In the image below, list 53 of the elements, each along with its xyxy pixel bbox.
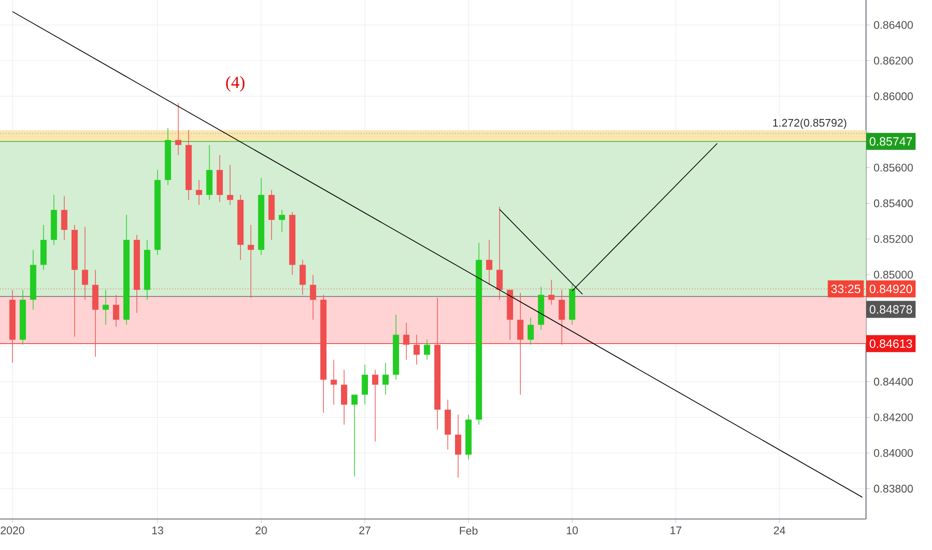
candlestick <box>310 274 316 320</box>
candlestick <box>528 317 534 346</box>
candlestick <box>486 240 492 286</box>
candlestick <box>372 369 378 442</box>
x-tick-label: 20 <box>256 526 267 534</box>
candlestick <box>558 289 565 346</box>
candlestick <box>382 362 389 396</box>
y-tick-label: 0.86000 <box>874 92 913 100</box>
ref-line-label: 0.84878 <box>870 305 912 314</box>
x-tick-label: 24 <box>774 526 786 534</box>
x-tick-label: 17 <box>670 526 682 534</box>
candlestick <box>61 196 68 240</box>
candlestick <box>102 289 109 326</box>
candlestick <box>351 394 358 477</box>
candlestick <box>548 279 555 306</box>
candlestick <box>341 369 348 425</box>
candlestick <box>175 102 182 156</box>
annotation: (4) <box>226 76 244 92</box>
x-tick-label: 10 <box>566 526 578 534</box>
x-tick-label: 13 <box>152 526 164 534</box>
candlestick <box>196 180 202 206</box>
y-tick-label: 0.85200 <box>874 235 913 243</box>
candlestick <box>414 334 420 366</box>
y-tick-label: 0.83800 <box>874 484 913 493</box>
y-tick-label: 0.85400 <box>874 199 913 208</box>
y-tick-label: 0.85600 <box>874 164 913 172</box>
candlestick <box>517 292 524 396</box>
candlestick <box>278 210 286 232</box>
y-tick-label: 0.86200 <box>874 56 913 65</box>
y-tick-label: 0.84200 <box>874 413 913 422</box>
y-tick-label: 0.85000 <box>874 270 913 279</box>
candlestick <box>403 322 410 360</box>
candlestick <box>300 260 306 296</box>
x-tick-label: 27 <box>359 526 370 534</box>
y-tick-label: 0.84400 <box>874 378 913 386</box>
x-tick-label: Feb <box>460 526 478 535</box>
ref-line-label: 0.84613 <box>870 339 912 348</box>
y-tick-label: 0.86400 <box>874 21 913 29</box>
candlestick <box>248 224 254 298</box>
annotation: 33:25 <box>831 284 860 294</box>
candlestick <box>330 359 337 406</box>
x-tick-label: 2020 <box>0 526 24 534</box>
ref-line-label: 0.84920 <box>870 284 912 294</box>
candlestick <box>424 339 430 360</box>
candlestick <box>362 364 368 406</box>
candlestick <box>455 414 462 478</box>
candlestick <box>496 206 503 300</box>
ref-line-label: 0.85747 <box>870 137 912 146</box>
ref-line-label: 1.272(0.85792) <box>773 118 846 129</box>
candlestick <box>226 164 234 206</box>
candlestick <box>112 294 120 328</box>
candlestick <box>82 226 88 300</box>
y-tick-label: 0.84000 <box>874 449 913 457</box>
